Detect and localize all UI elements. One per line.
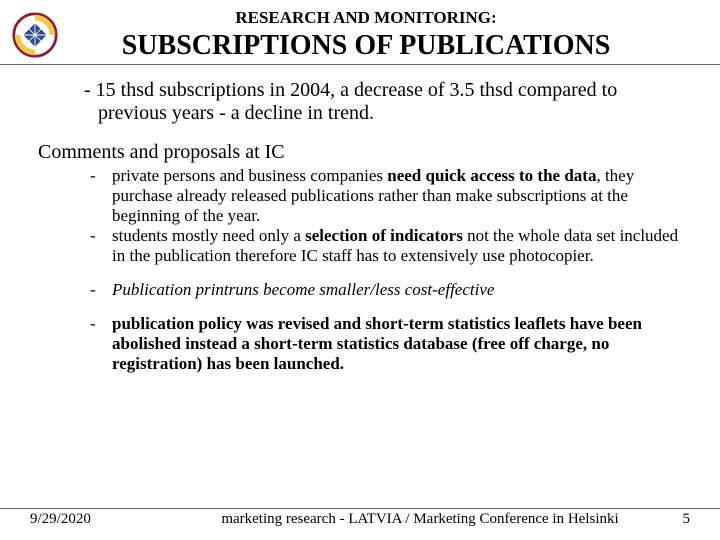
footer-center: marketing research - LATVIA / Marketing … — [190, 511, 650, 528]
slide-overline: RESEARCH AND MONITORING: — [70, 8, 662, 28]
subhead: Comments and proposals at IC — [38, 141, 682, 164]
bullet-4: publication policy was revised and short… — [90, 314, 682, 374]
footer-date: 9/29/2020 — [30, 511, 190, 528]
bullet-2: students mostly need only a selection of… — [90, 226, 682, 266]
lead-text: - 15 thsd subscriptions in 2004, a decre… — [38, 79, 682, 125]
bullet-3: Publication printruns become smaller/les… — [90, 280, 682, 300]
logo — [12, 12, 58, 58]
footer-page: 5 — [650, 511, 690, 528]
slide-title: SUBSCRIPTIONS OF PUBLICATIONS — [70, 30, 662, 62]
bullet-1: private persons and business companies n… — [90, 166, 682, 226]
